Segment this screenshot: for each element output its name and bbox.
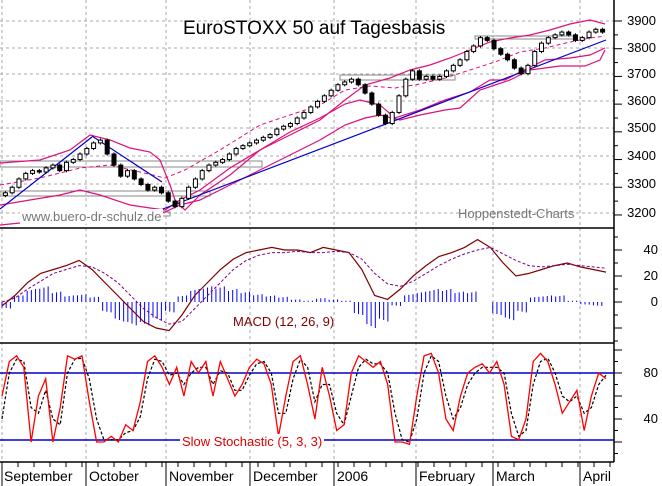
stoch-d-line [1, 354, 607, 443]
price-grid [0, 20, 614, 214]
month-label: February [419, 468, 476, 484]
month-label: November [169, 468, 234, 484]
watermark-right: Hoppenstedt-Charts [458, 206, 575, 221]
month-label: April [583, 468, 612, 484]
macd-line [1, 238, 607, 332]
stoch-tick: 40 [643, 411, 658, 426]
price-tick: 3600 [627, 93, 656, 108]
month-label: September [4, 468, 73, 484]
stoch-k-line [1, 352, 607, 446]
macd-tick: 0 [650, 294, 658, 309]
stoch-tick: 80 [643, 365, 658, 380]
price-tick: 3800 [627, 40, 656, 55]
macd-signal [1, 246, 607, 325]
month-label: October [89, 468, 139, 484]
price-tick: 3900 [627, 13, 656, 28]
bollinger-bands [0, 19, 606, 226]
month-grid [1, 0, 581, 462]
macd-tick: 20 [643, 268, 658, 283]
price-tick: 3500 [627, 120, 656, 135]
month-label: December [253, 468, 318, 484]
watermark-left: www.buero-dr-schulz.de [20, 209, 164, 224]
month-label: 2006 [337, 468, 369, 484]
macd-tick: 40 [643, 242, 658, 257]
price-tick: 3700 [627, 66, 656, 81]
macd-label: MACD (12, 26, 9) [233, 314, 335, 329]
price-tick: 3200 [627, 205, 656, 220]
price-tick: 3400 [627, 148, 656, 163]
price-tick: 3300 [627, 176, 656, 191]
stoch-label: Slow Stochastic (5, 3, 3) [180, 434, 325, 449]
axis-ticks [614, 20, 622, 454]
x-axis-ticks [1, 462, 611, 486]
chart-title: EuroSTOXX 50 auf Tagesbasis [183, 18, 446, 39]
month-label: March [496, 468, 535, 484]
candlesticks [2, 27, 606, 209]
